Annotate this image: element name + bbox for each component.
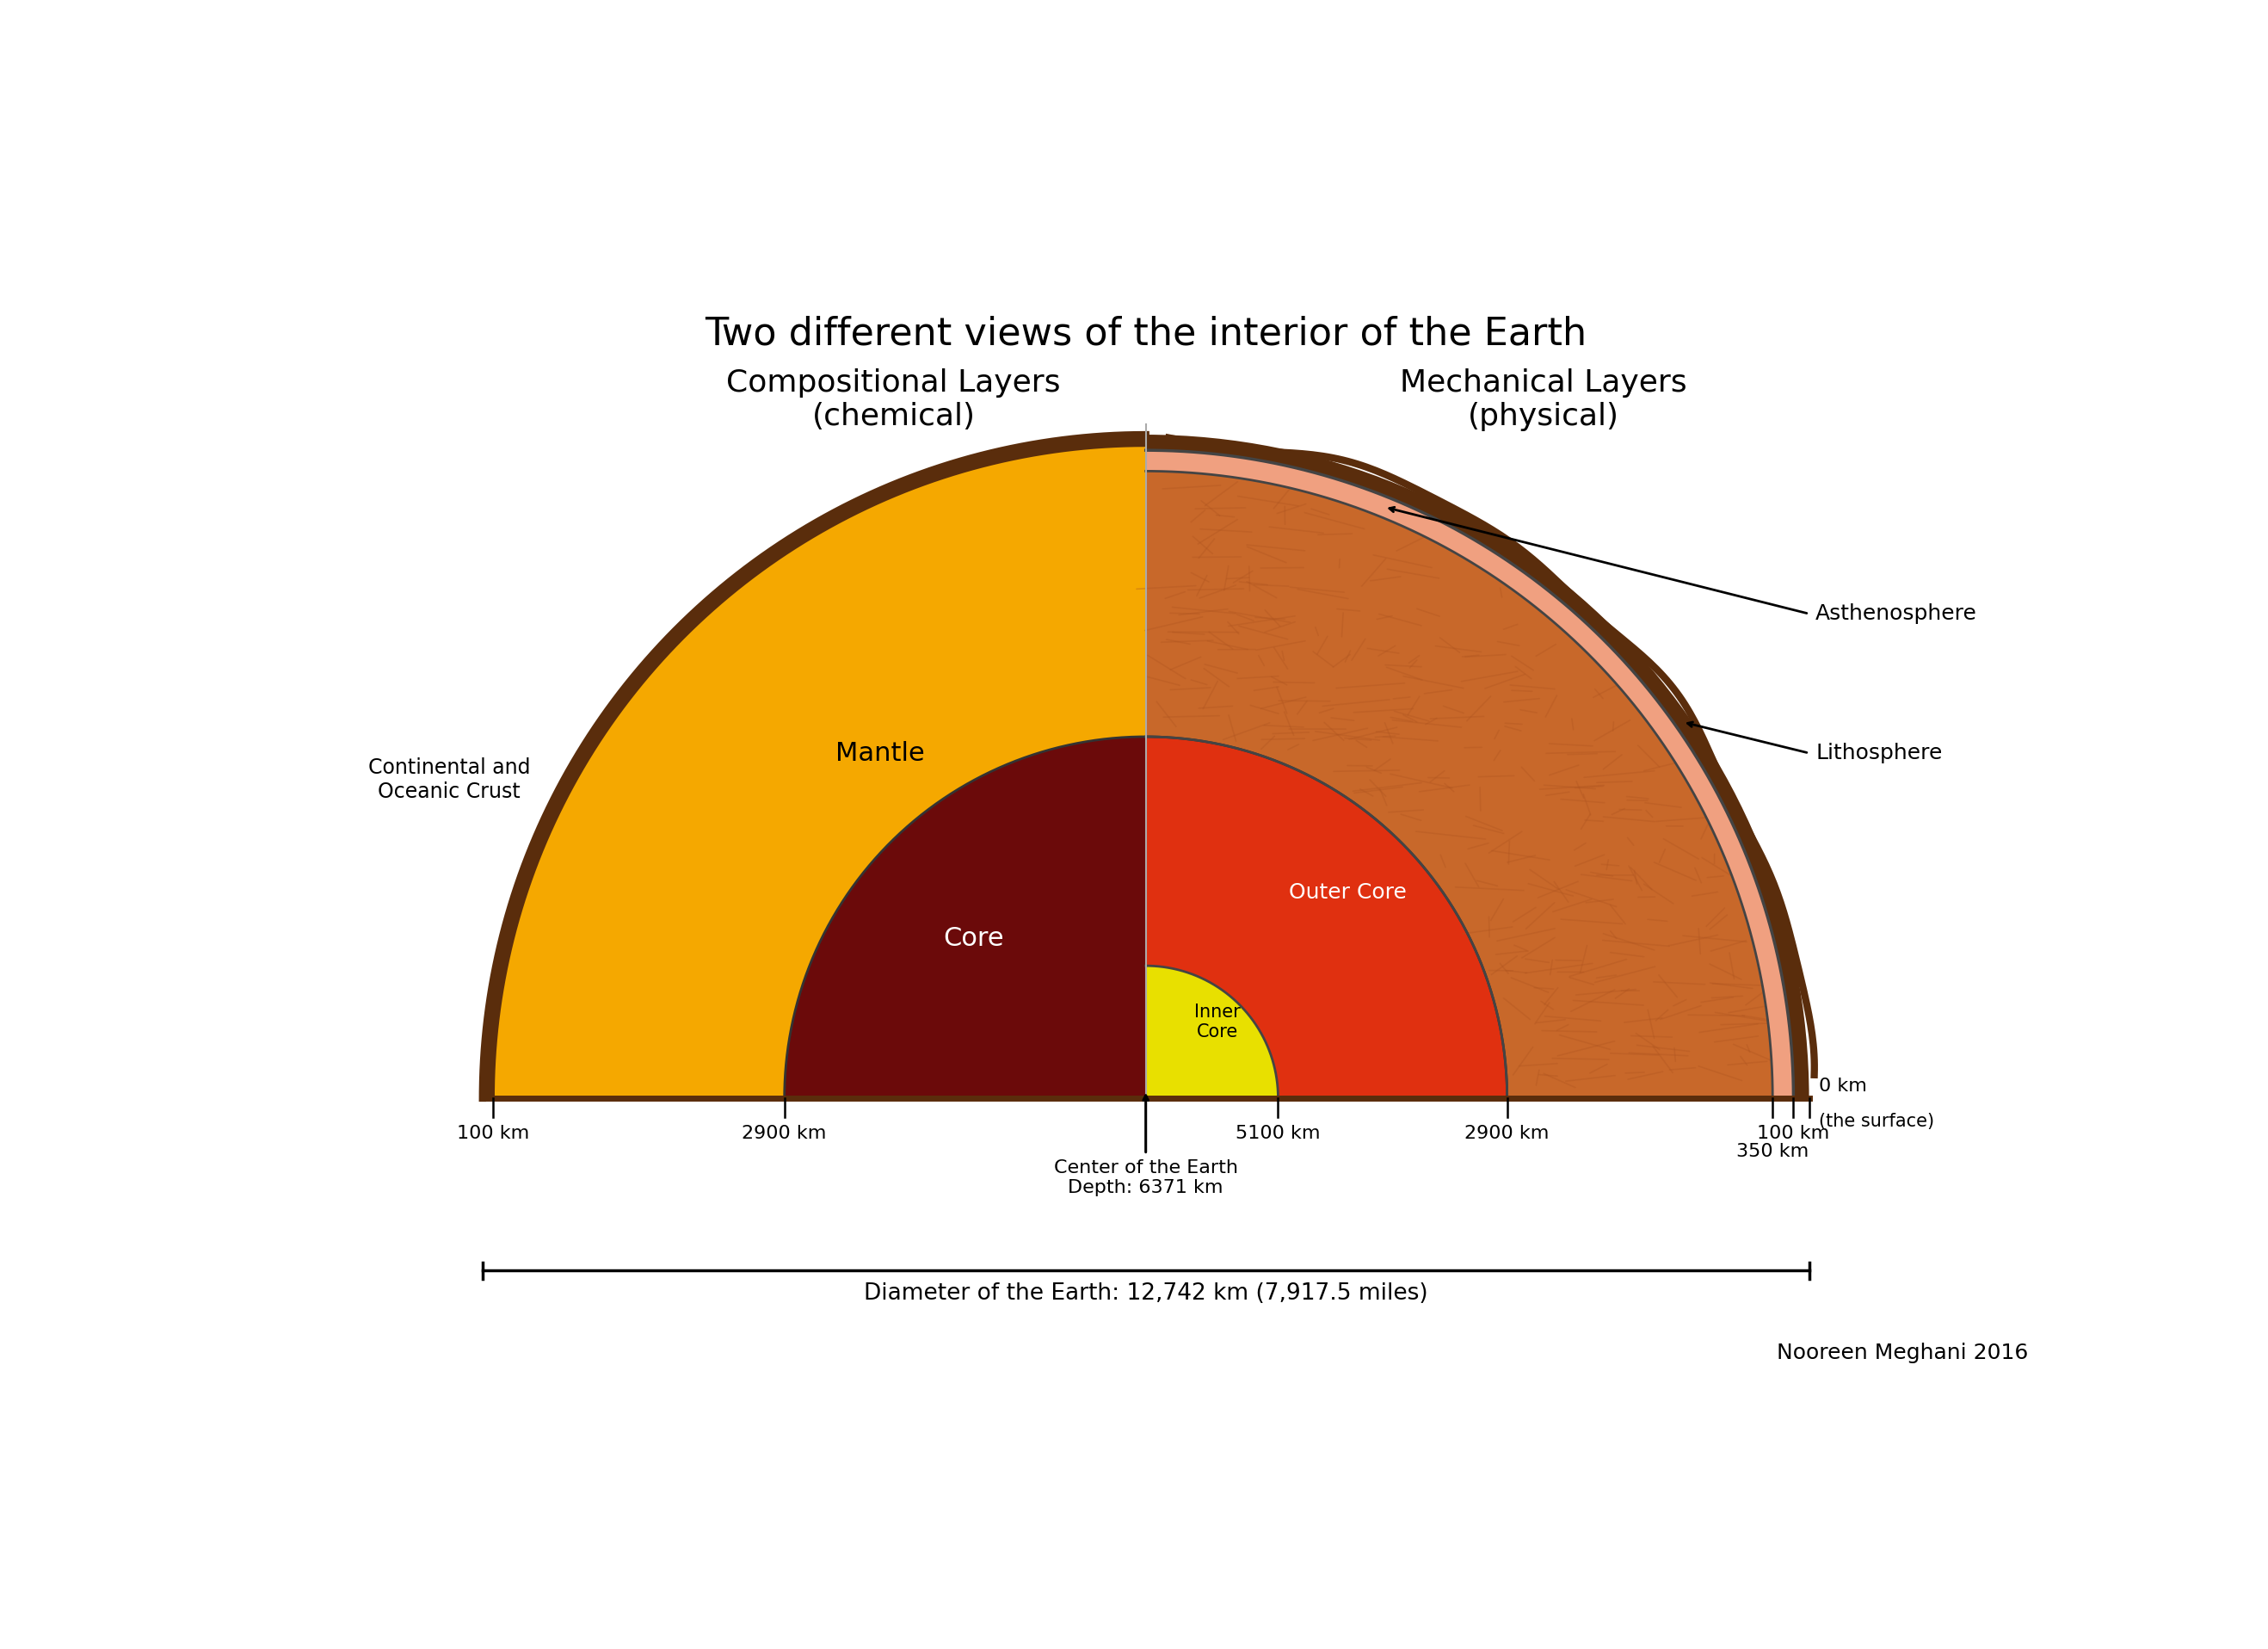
Text: 350 km: 350 km [1737,1143,1810,1161]
Text: 100 km: 100 km [456,1125,528,1141]
Wedge shape [492,445,1145,1098]
Text: Lithosphere: Lithosphere [1817,742,1941,763]
Text: Mantle: Mantle [837,740,925,765]
Wedge shape [1145,435,1810,1098]
Text: 2900 km: 2900 km [742,1125,828,1141]
Wedge shape [1145,737,1508,1098]
Text: Mechanical Layers
(physical): Mechanical Layers (physical) [1399,368,1687,432]
Wedge shape [785,737,1145,1098]
Text: 5100 km: 5100 km [1236,1125,1320,1141]
Text: Inner
Core: Inner Core [1195,1003,1241,1041]
Text: Compositional Layers
(chemical): Compositional Layers (chemical) [726,368,1061,432]
Text: 100 km: 100 km [1758,1125,1830,1141]
Text: Core: Core [943,927,1005,951]
Text: 2900 km: 2900 km [1465,1125,1549,1141]
Text: 0 km: 0 km [1819,1077,1867,1095]
Text: Asthenosphere: Asthenosphere [1817,604,1978,623]
Text: Two different views of the interior of the Earth: Two different views of the interior of t… [705,315,1588,353]
Wedge shape [483,435,1145,1098]
Wedge shape [1145,472,1774,1098]
Wedge shape [1145,966,1279,1098]
Text: Continental and
Oceanic Crust: Continental and Oceanic Crust [367,757,531,801]
Text: Outer Core: Outer Core [1288,882,1406,902]
Text: Mesosphere: Mesosphere [1386,754,1529,778]
Text: Center of the Earth
Depth: 6371 km: Center of the Earth Depth: 6371 km [1055,1159,1238,1197]
Text: (the surface): (the surface) [1819,1113,1935,1130]
Wedge shape [1145,450,1794,1098]
Text: Nooreen Meghani 2016: Nooreen Meghani 2016 [1776,1342,2028,1364]
Text: Diameter of the Earth: 12,742 km (7,917.5 miles): Diameter of the Earth: 12,742 km (7,917.… [864,1283,1429,1304]
